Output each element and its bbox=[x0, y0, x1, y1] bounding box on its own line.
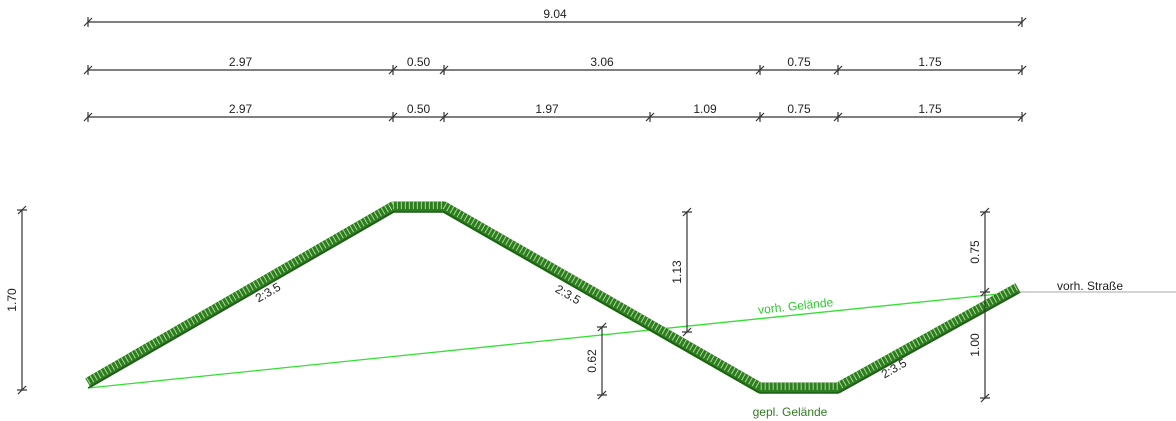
dimension-label: 3.06 bbox=[590, 55, 614, 69]
dimension-label: 1.09 bbox=[693, 102, 717, 116]
planned-terrain-label: gepl. Gelände bbox=[753, 405, 828, 419]
existing-terrain-line bbox=[87, 291, 1019, 389]
dimension-label: 2.97 bbox=[229, 102, 253, 116]
dimension-label: 1.97 bbox=[535, 102, 559, 116]
dimension-label: 0.75 bbox=[787, 55, 811, 69]
dimension-label: 9.04 bbox=[543, 7, 567, 21]
dimension-label: 1.70 bbox=[5, 288, 19, 312]
dimension-label: 1.75 bbox=[918, 102, 942, 116]
dimension-label: 0.50 bbox=[407, 55, 431, 69]
dimension-label: 1.00 bbox=[968, 333, 982, 357]
dimension-label: 2.97 bbox=[229, 55, 253, 69]
existing-terrain-label: vorh. Gelände bbox=[757, 295, 834, 317]
dimension-label: 0.75 bbox=[787, 102, 811, 116]
dimension-label: 1.13 bbox=[670, 260, 684, 284]
dimension-label: 1.75 bbox=[918, 55, 942, 69]
planned-terrain-line bbox=[87, 211, 1019, 394]
dimension-label: 0.50 bbox=[407, 102, 431, 116]
dimension-label: 0.75 bbox=[968, 240, 982, 264]
road-label: vorh. Straße bbox=[1057, 279, 1123, 293]
grass-texture bbox=[86, 201, 1020, 390]
dimension-label: 0.62 bbox=[585, 349, 599, 373]
